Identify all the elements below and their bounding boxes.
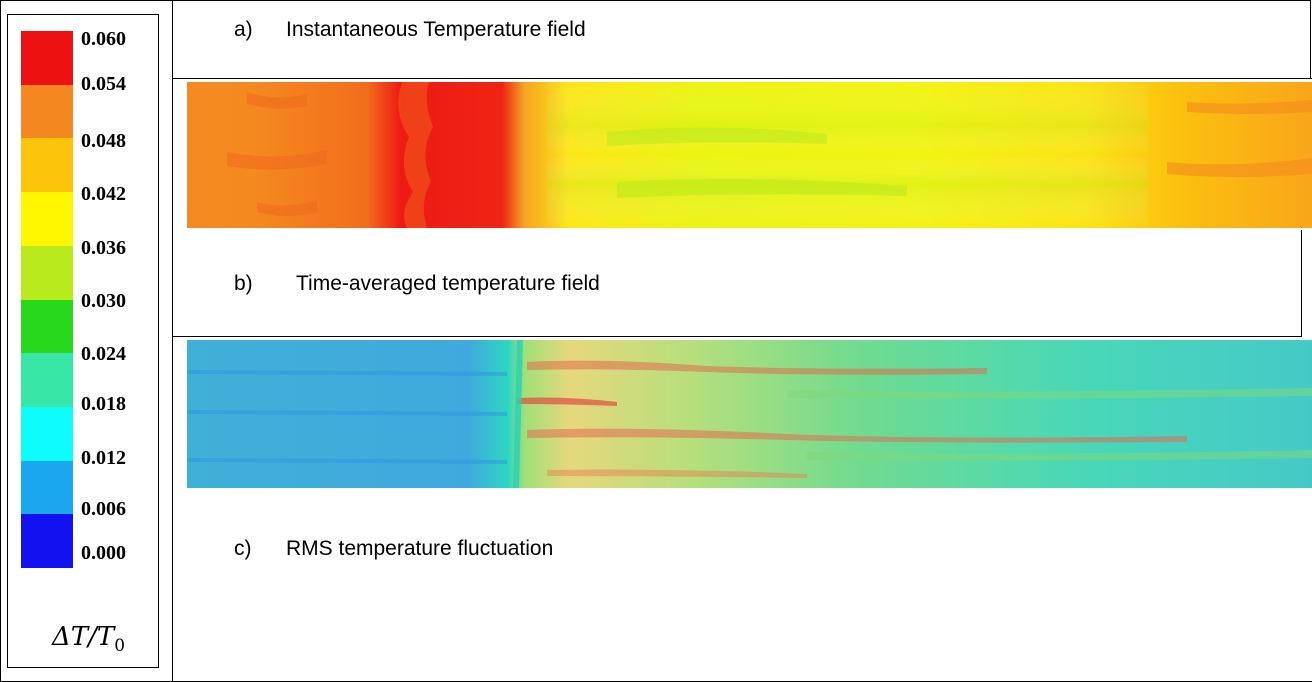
colorbar-title-subscript: 0: [114, 636, 126, 657]
colorbar-swatch: [21, 245, 73, 300]
caption-text-b: Time-averaged temperature field: [296, 272, 600, 295]
caption-panel-a: a) Instantaneous Temperature field: [234, 18, 586, 42]
right-border-top: [1310, 0, 1311, 78]
colorbar-tick-label: 0.012: [81, 447, 126, 469]
colorbar-tick-label: 0.030: [81, 290, 126, 312]
column-divider: [172, 0, 173, 682]
caption-panel-b: b) Time-averaged temperature field: [234, 272, 600, 296]
caption-panel-c: c) RMS temperature fluctuation: [234, 537, 553, 561]
right-border-mid: [1301, 230, 1302, 336]
colorbar-swatch: [21, 192, 73, 247]
colorbar-title: ΔT/T0: [52, 622, 125, 656]
colorbar-title-text: ΔT/T: [52, 622, 115, 652]
colorbar-border: [7, 14, 159, 668]
colorbar-swatch: [21, 406, 73, 462]
colorbar-tick-label: 0.000: [81, 542, 126, 564]
colorbar-swatch: [21, 514, 73, 569]
colorbar-swatch: [21, 460, 73, 515]
colorbar-swatch: [21, 31, 73, 86]
colorbar-tick-label: 0.060: [81, 28, 126, 50]
row-divider-1: [172, 78, 1312, 79]
colorbar-tick-label: 0.042: [81, 183, 126, 205]
colorbar-swatch: [21, 138, 73, 193]
caption-text-a: Instantaneous Temperature field: [286, 18, 586, 41]
caption-letter-a: a): [234, 18, 253, 41]
colorbar-tick-label: 0.048: [81, 130, 126, 152]
colorbar-tick-label: 0.036: [81, 237, 126, 259]
colorbar-swatch: [21, 353, 73, 408]
colorbar-swatch: [21, 299, 73, 354]
row-divider-2: [172, 336, 1302, 337]
time-averaged-temperature-field: [187, 340, 1312, 488]
colorbar-tick-label: 0.006: [81, 498, 126, 520]
colorbar-tick-label: 0.054: [81, 73, 126, 95]
instantaneous-temperature-field: [187, 82, 1312, 228]
caption-text-c: RMS temperature fluctuation: [286, 537, 554, 560]
caption-letter-c: c): [234, 537, 252, 560]
colorbar-swatch: [21, 84, 73, 139]
colorbar-tick-label: 0.024: [81, 343, 126, 365]
caption-letter-b: b): [234, 272, 253, 295]
colorbar-tick-label: 0.018: [81, 393, 126, 415]
